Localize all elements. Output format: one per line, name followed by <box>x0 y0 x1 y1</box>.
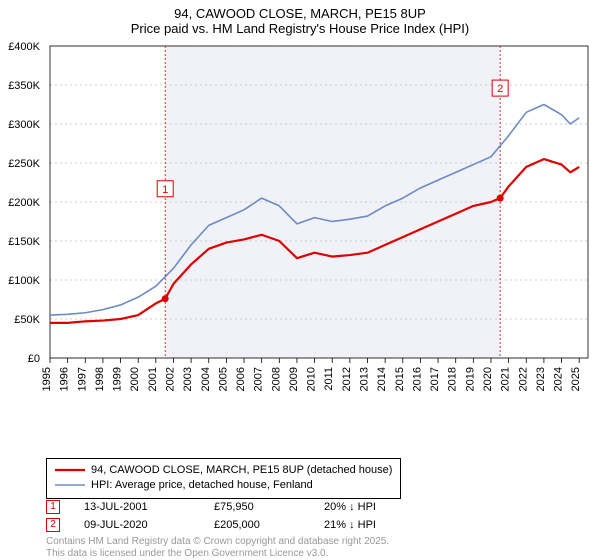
title-address: 94, CAWOOD CLOSE, MARCH, PE15 8UP <box>0 6 600 21</box>
attribution-line1: Contains HM Land Registry data © Crown c… <box>46 536 389 548</box>
svg-text:1996: 1996 <box>59 367 71 391</box>
sale-delta: 21% ↓ HPI <box>324 519 376 531</box>
sale-price: £205,000 <box>214 519 324 531</box>
sale-marker-1: 1 <box>46 500 60 514</box>
price-chart: £0£50K£100K£150K£200K£250K£300K£350K£400… <box>46 42 592 412</box>
svg-text:2003: 2003 <box>182 367 194 391</box>
svg-text:£0: £0 <box>28 353 40 365</box>
sales-table: 1 13-JUL-2001 £75,950 20% ↓ HPI 2 09-JUL… <box>46 498 376 534</box>
svg-text:£300K: £300K <box>8 119 40 131</box>
svg-text:2021: 2021 <box>500 367 512 391</box>
svg-text:2005: 2005 <box>217 367 229 391</box>
svg-text:£250K: £250K <box>8 158 40 170</box>
legend-label: 94, CAWOOD CLOSE, MARCH, PE15 8UP (detac… <box>91 464 392 476</box>
sale-marker-2: 2 <box>46 518 60 532</box>
svg-text:£50K: £50K <box>14 314 40 326</box>
svg-text:1999: 1999 <box>112 367 124 391</box>
svg-text:£400K: £400K <box>8 41 40 53</box>
svg-text:2011: 2011 <box>323 367 335 391</box>
svg-text:2015: 2015 <box>394 367 406 391</box>
svg-text:2020: 2020 <box>482 367 494 391</box>
svg-text:2002: 2002 <box>164 367 176 391</box>
svg-text:£100K: £100K <box>8 275 40 287</box>
sale-date: 13-JUL-2001 <box>84 501 214 513</box>
svg-text:2024: 2024 <box>553 367 565 391</box>
svg-text:2014: 2014 <box>376 367 388 391</box>
svg-text:2022: 2022 <box>517 367 529 391</box>
svg-text:1995: 1995 <box>41 367 53 391</box>
svg-text:£200K: £200K <box>8 197 40 209</box>
svg-text:2000: 2000 <box>129 367 141 391</box>
chart-container: 94, CAWOOD CLOSE, MARCH, PE15 8UP Price … <box>0 0 600 560</box>
svg-text:2018: 2018 <box>447 367 459 391</box>
svg-text:2009: 2009 <box>288 367 300 391</box>
svg-text:£350K: £350K <box>8 80 40 92</box>
legend-entry-hpi: HPI: Average price, detached house, Fenl… <box>55 478 392 493</box>
svg-text:2001: 2001 <box>147 367 159 391</box>
legend-entry-price-paid: 94, CAWOOD CLOSE, MARCH, PE15 8UP (detac… <box>55 463 392 478</box>
sale-delta: 20% ↓ HPI <box>324 501 376 513</box>
sale-date: 09-JUL-2020 <box>84 519 214 531</box>
legend-label: HPI: Average price, detached house, Fenl… <box>91 479 313 491</box>
svg-text:2006: 2006 <box>235 367 247 391</box>
svg-text:2012: 2012 <box>341 367 353 391</box>
svg-text:2019: 2019 <box>464 367 476 391</box>
sale-price: £75,950 <box>214 501 324 513</box>
legend-swatch-red <box>55 465 85 475</box>
svg-text:2016: 2016 <box>411 367 423 391</box>
svg-text:1997: 1997 <box>76 367 88 391</box>
svg-text:2: 2 <box>497 83 503 95</box>
svg-text:£150K: £150K <box>8 236 40 248</box>
svg-text:2025: 2025 <box>570 367 582 391</box>
svg-text:2008: 2008 <box>270 367 282 391</box>
svg-text:2017: 2017 <box>429 367 441 391</box>
title-description: Price paid vs. HM Land Registry's House … <box>0 21 600 36</box>
svg-text:2010: 2010 <box>306 367 318 391</box>
sale-row-1: 1 13-JUL-2001 £75,950 20% ↓ HPI <box>46 498 376 516</box>
attribution-line2: This data is licensed under the Open Gov… <box>46 548 389 560</box>
svg-text:2013: 2013 <box>359 367 371 391</box>
legend: 94, CAWOOD CLOSE, MARCH, PE15 8UP (detac… <box>46 458 401 499</box>
attribution: Contains HM Land Registry data © Crown c… <box>46 536 389 560</box>
sale-row-2: 2 09-JUL-2020 £205,000 21% ↓ HPI <box>46 516 376 534</box>
svg-text:1998: 1998 <box>94 367 106 391</box>
svg-text:2007: 2007 <box>253 367 265 391</box>
title-block: 94, CAWOOD CLOSE, MARCH, PE15 8UP Price … <box>0 0 600 38</box>
svg-text:2004: 2004 <box>200 367 212 391</box>
legend-swatch-blue <box>55 480 85 490</box>
svg-text:1: 1 <box>162 184 168 196</box>
svg-text:2023: 2023 <box>535 367 547 391</box>
